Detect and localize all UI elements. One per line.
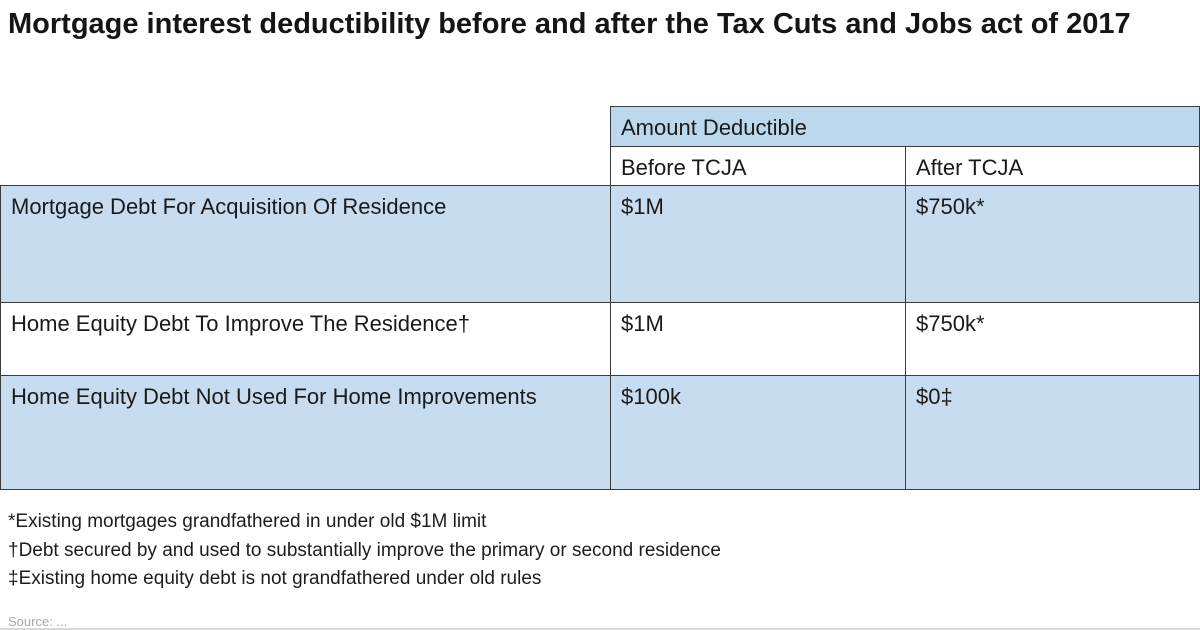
row-label-home-equity-improve: Home Equity Debt To Improve The Residenc… (0, 302, 611, 376)
table-group-header: Amount Deductible (610, 106, 1200, 147)
footnote-home-equity-rules: ‡Existing home equity debt is not grandf… (8, 568, 542, 589)
cell-acquisition-before: $1M (610, 185, 906, 303)
column-header-before-tcja: Before TCJA (610, 146, 906, 186)
cell-acquisition-after: $750k* (905, 185, 1200, 303)
deductibility-table: Amount Deductible Before TCJA After TCJA… (0, 106, 1200, 490)
footnote-debt-secured: †Debt secured by and used to substantial… (8, 539, 721, 561)
footnotes: *Existing mortgages grandfathered in und… (8, 508, 1188, 594)
cell-home-equity-improve-after: $750k* (905, 302, 1200, 376)
row-label-acquisition-debt: Mortgage Debt For Acquisition Of Residen… (0, 185, 611, 303)
source-note: Source: ... (8, 614, 68, 629)
bottom-divider (0, 628, 1200, 630)
cell-home-equity-improve-before: $1M (610, 302, 906, 376)
footnote-grandfathered: *Existing mortgages grandfathered in und… (8, 511, 487, 532)
cell-home-equity-other-after: $0‡ (905, 375, 1200, 490)
row-label-home-equity-other: Home Equity Debt Not Used For Home Impro… (0, 375, 611, 490)
page-title: Mortgage interest deductibility before a… (8, 8, 1131, 40)
column-header-after-tcja: After TCJA (905, 146, 1200, 186)
cell-home-equity-other-before: $100k (610, 375, 906, 490)
